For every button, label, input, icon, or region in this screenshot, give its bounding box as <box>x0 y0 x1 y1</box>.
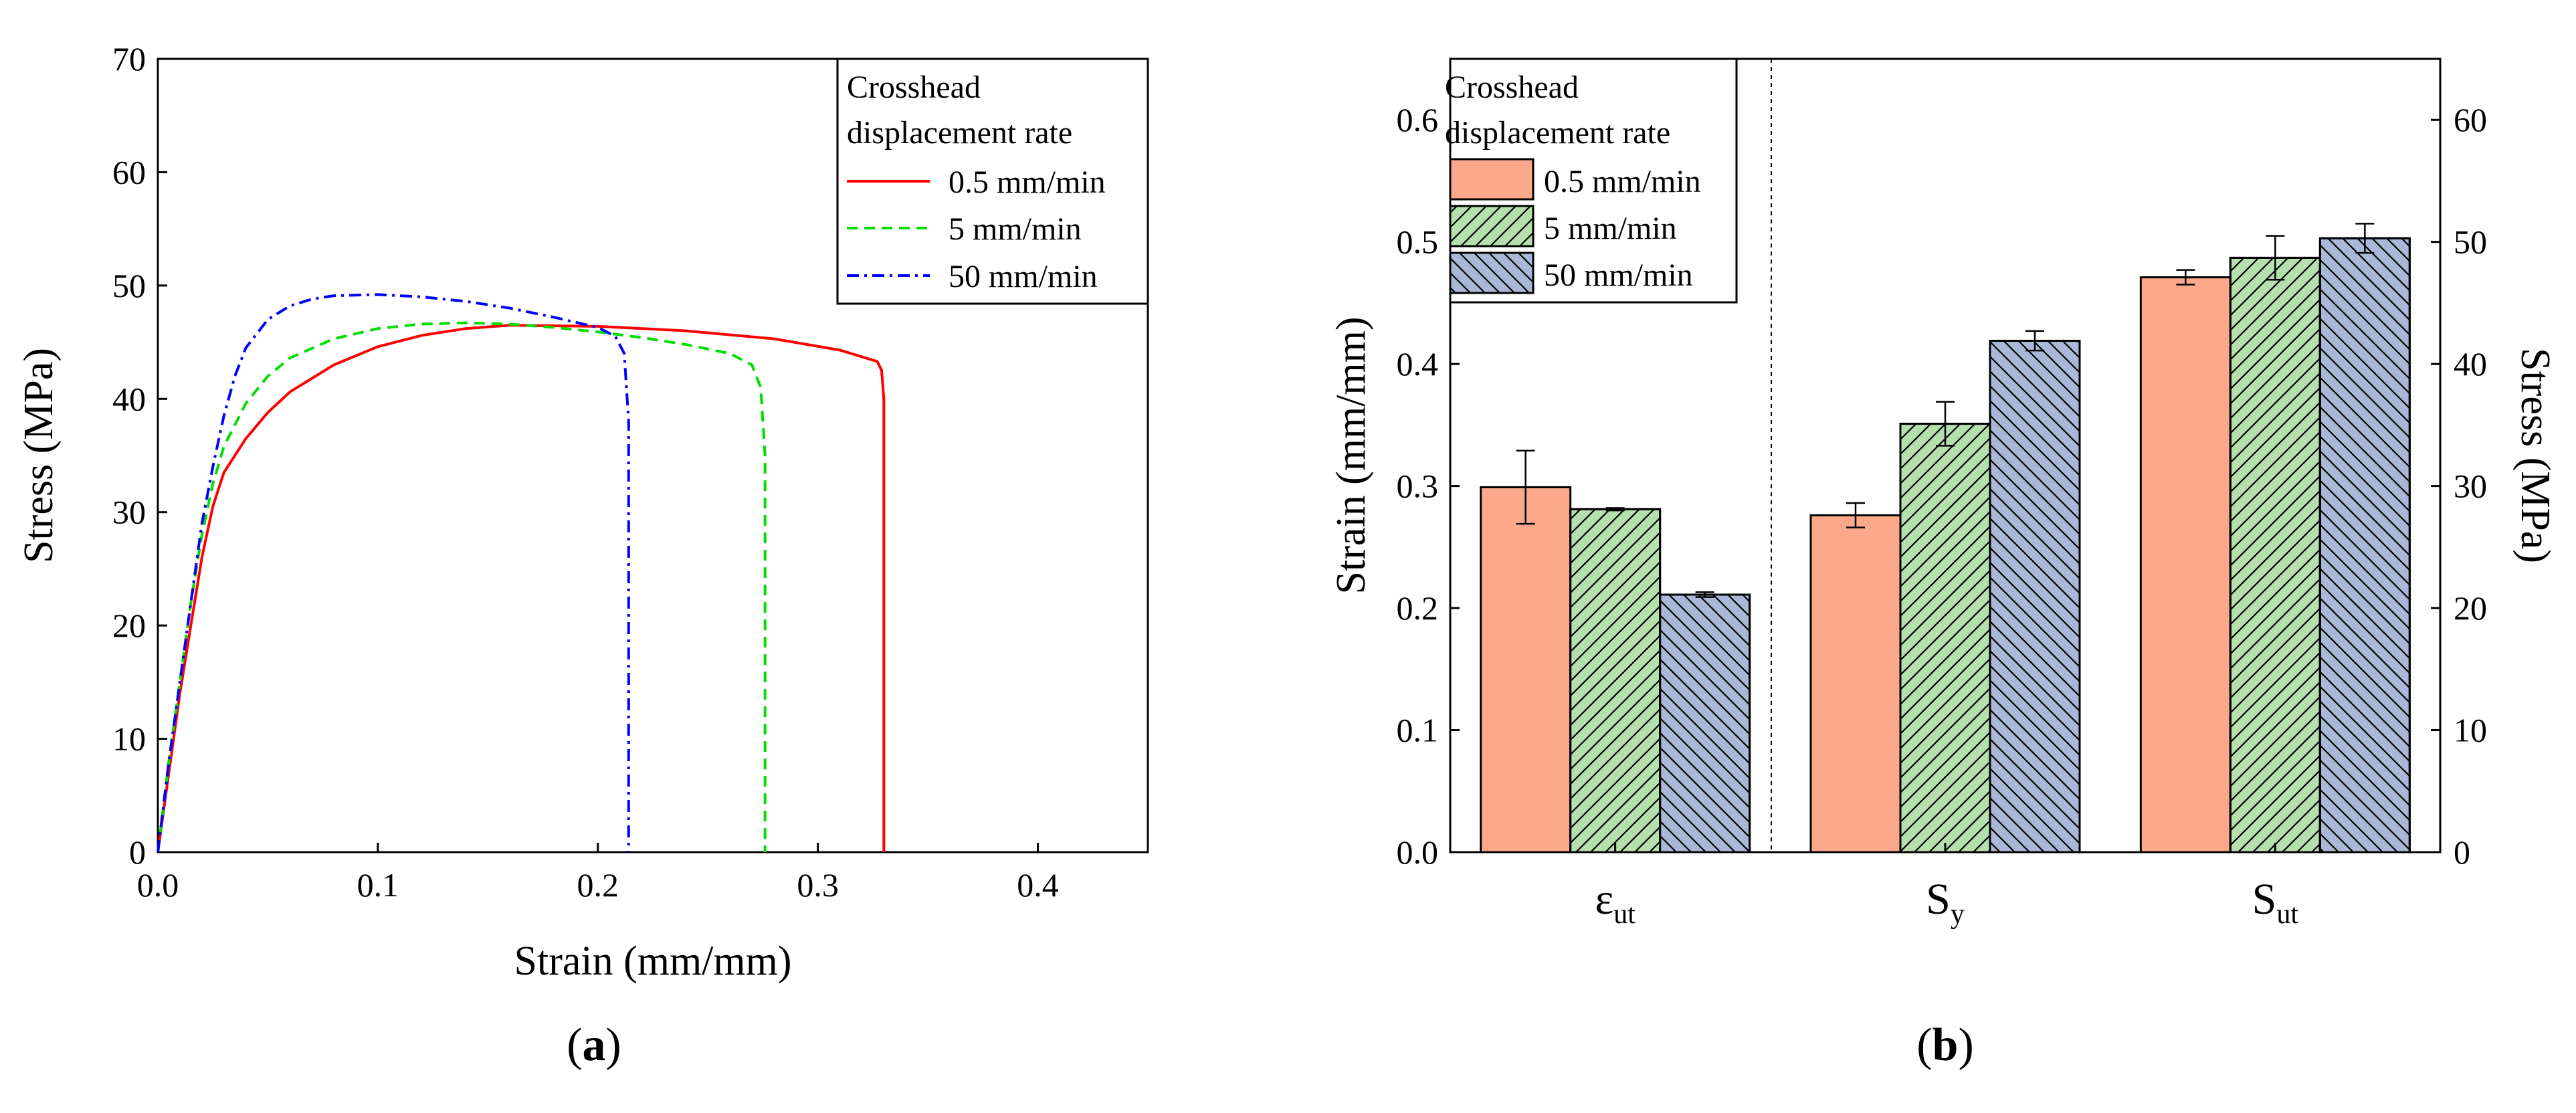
y-tick-label-right-b: 60 <box>2454 101 2487 138</box>
bar-hatch-50-mm-min-cat2 <box>2318 237 2411 853</box>
panel-label-a: (a) <box>567 1019 621 1071</box>
legend-title-line2-a: displacement rate <box>847 115 1072 150</box>
y-tick-label-a: 30 <box>112 494 146 531</box>
panel-letter-b: b <box>1933 1019 1959 1071</box>
bar-hatch-5-mm-min-cat2 <box>2229 256 2321 853</box>
y-tick-label-left-b: 0.1 <box>1397 712 1439 749</box>
legend-label-50-mm-min-a: 50 mm/min <box>949 259 1098 294</box>
stress-strain-chart: 0.0 0.1 0.2 0.3 0.4 0 10 20 30 40 50 60 70 Crosshead… <box>16 40 1149 1071</box>
y-tick-label-left-b: 0.4 <box>1397 345 1439 383</box>
x-tick-label-a: 0.1 <box>357 866 399 904</box>
legend-label-0.5-mm-min-b: 0.5 mm/min <box>1544 164 1701 199</box>
y-tick-label-right-b: 40 <box>2454 345 2487 383</box>
series-lines-a <box>157 293 886 853</box>
category-label-main: S <box>1926 875 1951 924</box>
y-tick-label-a: 60 <box>112 153 146 191</box>
y-tick-label-right-b: 20 <box>2454 589 2487 627</box>
bar-0.5-mm-min-cat2 <box>2139 276 2232 853</box>
category-label-0: εut <box>1595 875 1636 930</box>
legend-label-5-mm-min-b: 5 mm/min <box>1544 211 1677 246</box>
x-tick-label-a: 0.3 <box>797 866 839 904</box>
category-label-main: S <box>2252 875 2277 924</box>
y-axis-title-a: Stress (MPa) <box>16 348 62 563</box>
y-axis-title-right-b: Stress (MPa) <box>2512 348 2558 563</box>
y-tick-label-right-b: 30 <box>2454 468 2487 505</box>
y-tick-label-a: 10 <box>112 720 146 758</box>
legend-b: Crosshead displacement rate 0.5 mm/min 5… <box>1445 58 1738 304</box>
y-axis-title-left-b: Strain (mm/mm) <box>1328 316 1374 594</box>
x-tick-label-a: 0.2 <box>577 866 619 904</box>
category-label-1: Sy <box>1926 875 1965 930</box>
panel-label-b: (b) <box>1916 1019 1974 1071</box>
y-tick-label-a: 40 <box>112 380 146 417</box>
bar-0.5-mm-min-cat0 <box>1480 486 1572 853</box>
category-label-sub: ut <box>2276 899 2298 930</box>
y-tick-label-a: 20 <box>112 607 146 644</box>
category-label-main: ε <box>1595 875 1613 924</box>
bar-hatch-50-mm-min-cat0 <box>1659 593 1751 853</box>
bar-0.5-mm-min-cat1 <box>1809 514 1902 853</box>
bar-hatch-5-mm-min-cat0 <box>1569 508 1662 853</box>
legend-label-5-mm-min-a: 5 mm/min <box>949 211 1082 247</box>
legend-swatch-0.5-mm-min-b <box>1449 158 1534 201</box>
x-axis-title-a: Strain (mm/mm) <box>514 938 791 984</box>
axis-ticks-a: 0.0 0.1 0.2 0.3 0.4 0 10 20 30 40 50 60 70 <box>112 40 1059 904</box>
y-tick-label-a: 50 <box>112 267 146 304</box>
legend-title-line1-a: Crosshead <box>847 70 981 105</box>
category-label-sub: y <box>1951 899 1965 930</box>
y-tick-label-a: 70 <box>112 40 146 78</box>
legend-title-line2-b: displacement rate <box>1445 115 1670 150</box>
y-tick-label-left-b: 0.3 <box>1397 468 1439 505</box>
y-tick-label-right-b: 10 <box>2454 712 2487 749</box>
x-tick-label-a: 0.4 <box>1017 866 1059 904</box>
x-tick-label-a: 0.0 <box>137 866 179 904</box>
y-tick-label-left-b: 0.5 <box>1397 223 1439 261</box>
series-line-50-mm-min <box>157 293 630 853</box>
panel-letter-a: a <box>583 1019 606 1071</box>
y-tick-label-left-b: 0.2 <box>1397 589 1439 627</box>
y-tick-label-right-b: 50 <box>2454 223 2487 261</box>
category-label-sub: ut <box>1613 899 1636 930</box>
series-line-5-mm-min <box>157 321 767 853</box>
y-tick-label-left-b: 0.0 <box>1397 833 1439 871</box>
y-tick-label-left-b: 0.6 <box>1397 101 1439 138</box>
y-tick-label-right-b: 0 <box>2454 833 2470 871</box>
bar-hatch-5-mm-min-cat1 <box>1899 423 1991 853</box>
bar-hatch-50-mm-min-cat1 <box>1989 339 2081 853</box>
series-line-0.5-mm-min <box>157 324 886 853</box>
legend-label-50-mm-min-b: 50 mm/min <box>1544 258 1693 293</box>
plot-frame-a <box>157 58 1149 853</box>
legend-label-0.5-mm-min-a: 0.5 mm/min <box>949 165 1106 200</box>
legend-title-line1-b: Crosshead <box>1445 70 1579 105</box>
bars-b <box>1480 223 2411 853</box>
legend-swatch-5-mm-min-hatch-b <box>1449 205 1534 247</box>
category-label-2: Sut <box>2252 875 2299 930</box>
y-tick-label-a: 0 <box>129 833 146 871</box>
legend-swatch-50-mm-min-hatch-b <box>1449 251 1534 294</box>
legend-a: Crosshead displacement rate 0.5 mm/min 5… <box>836 58 1149 305</box>
